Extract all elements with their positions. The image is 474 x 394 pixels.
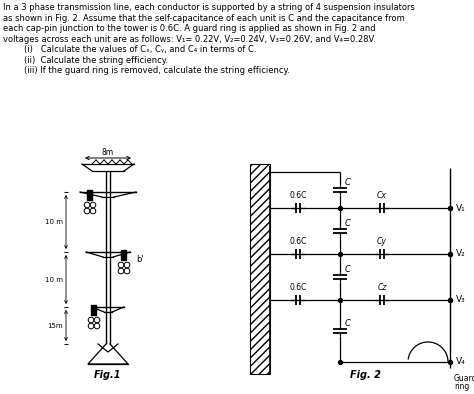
Text: Cz: Cz: [377, 283, 387, 292]
Circle shape: [124, 262, 130, 268]
Text: C: C: [345, 219, 351, 228]
Text: 0.6C: 0.6C: [289, 191, 307, 200]
Text: V₃: V₃: [456, 296, 466, 305]
Circle shape: [118, 268, 124, 274]
Text: Cx: Cx: [377, 191, 387, 200]
Text: each cap-pin junction to the tower is 0.6C. A guard ring is applied as shown in : each cap-pin junction to the tower is 0.…: [3, 24, 375, 33]
Text: Fig.1: Fig.1: [94, 370, 122, 380]
Bar: [88, 190, 92, 200]
Circle shape: [94, 323, 100, 329]
Text: 15m: 15m: [47, 323, 63, 329]
Circle shape: [90, 202, 96, 208]
Text: (iii) If the guard ring is removed, calculate the string efficiency.: (iii) If the guard ring is removed, calc…: [3, 66, 290, 75]
Bar: [91, 305, 97, 315]
Text: Cy: Cy: [377, 237, 387, 246]
Text: 8m: 8m: [102, 147, 114, 156]
Text: V₁: V₁: [456, 203, 466, 212]
Circle shape: [118, 262, 124, 268]
Bar: [121, 250, 127, 260]
Text: 0.6C: 0.6C: [289, 283, 307, 292]
Text: (i)   Calculate the values of Cₓ, Cᵧ, and C₄ in terms of C.: (i) Calculate the values of Cₓ, Cᵧ, and …: [3, 45, 256, 54]
Circle shape: [88, 323, 94, 329]
Text: 10 m: 10 m: [45, 277, 63, 282]
Circle shape: [90, 208, 96, 214]
Text: C: C: [345, 319, 351, 328]
Text: b': b': [136, 255, 144, 264]
Text: V₂: V₂: [456, 249, 466, 258]
Text: Fig. 2: Fig. 2: [349, 370, 381, 380]
Circle shape: [94, 317, 100, 323]
Bar: [250, 164, 270, 374]
Circle shape: [84, 202, 90, 208]
Circle shape: [124, 268, 130, 274]
Text: 0.6C: 0.6C: [289, 237, 307, 246]
Text: V₄: V₄: [456, 357, 466, 366]
Text: (ii)  Calculate the string efficiency.: (ii) Calculate the string efficiency.: [3, 56, 168, 65]
Circle shape: [88, 317, 94, 323]
Text: C: C: [345, 178, 351, 187]
Text: Guard: Guard: [454, 374, 474, 383]
Text: voltages across each unit are as follows: V₁= 0.22V, V₂=0.24V, V₃=0.26V, and V₄=: voltages across each unit are as follows…: [3, 35, 376, 43]
Circle shape: [84, 208, 90, 214]
Text: 10 m: 10 m: [45, 219, 63, 225]
Text: C: C: [345, 265, 351, 274]
Text: as shown in Fig. 2. Assume that the self-capacitance of each unit is C and the c: as shown in Fig. 2. Assume that the self…: [3, 13, 405, 22]
Text: ring: ring: [454, 382, 469, 391]
Text: In a 3 phase transmission line, each conductor is supported by a string of 4 sus: In a 3 phase transmission line, each con…: [3, 3, 415, 12]
